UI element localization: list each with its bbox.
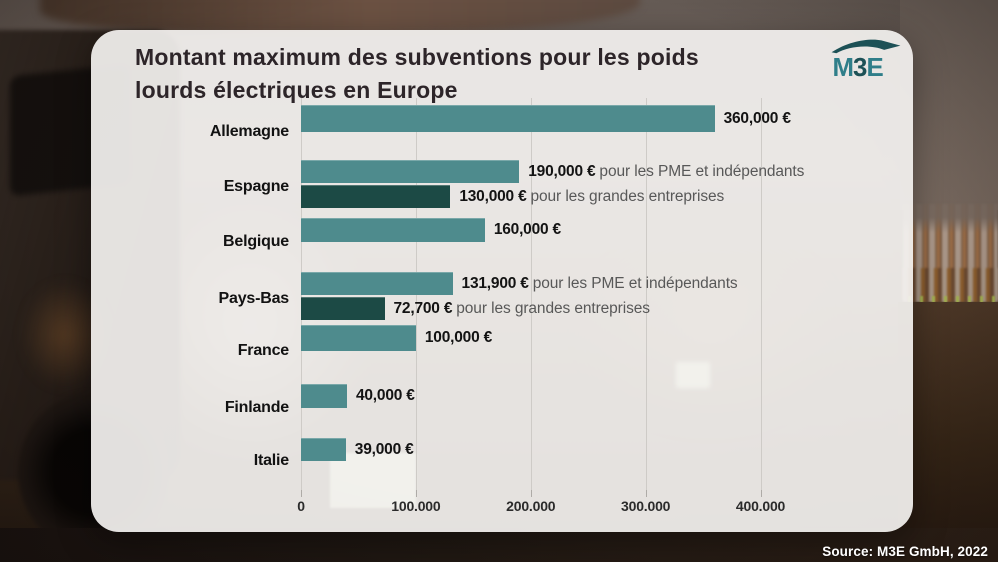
gridline — [530, 98, 532, 490]
value-amount: 131,900 € — [461, 274, 529, 292]
source-text: Source: M3E GmbH, 2022 — [822, 544, 988, 559]
bar-line: 360,000 € — [301, 105, 795, 132]
bar-line: 72,700 € pour les grandes entreprises — [301, 297, 795, 320]
right-road — [898, 302, 998, 562]
value-amount: 39,000 € — [354, 440, 414, 458]
x-tickmark — [530, 490, 532, 497]
value-suffix: pour les grandes entreprises — [456, 299, 650, 317]
country-label: France — [237, 342, 289, 359]
truck-row-lights — [908, 296, 998, 303]
x-tickmark — [760, 490, 762, 497]
chart-row: Italie 39,000 € — [254, 438, 795, 469]
bar — [301, 185, 451, 208]
country-label: Finlande — [224, 399, 289, 416]
gridline — [760, 98, 762, 490]
x-tick-label: 400.000 — [735, 498, 786, 514]
bar — [301, 297, 385, 320]
bar-line: 40,000 € — [301, 384, 795, 408]
bar — [301, 105, 715, 132]
bar — [301, 384, 347, 408]
country-label: Espagne — [223, 178, 289, 195]
chart-card: Montant maximum des subventions pour les… — [91, 30, 913, 532]
x-tickmark — [415, 490, 417, 497]
chart-title-line1: Montant maximum des subventions pour les… — [135, 44, 699, 70]
chart-row: Pays-Bas 131,900 € pour les PME et indépen… — [219, 272, 795, 320]
x-tickmark — [301, 490, 302, 497]
bar-line: 39,000 € — [301, 438, 795, 461]
x-axis: 0 100.000 200.000 300.000 400.000 — [297, 490, 795, 518]
country-label: Pays-Bas — [218, 290, 290, 307]
value-label: 39,000 € — [355, 441, 414, 459]
m3e-logo-text: M3E — [833, 54, 884, 81]
value-label: 360,000 € — [724, 110, 791, 128]
chart-row: Belgique 160,000 € — [223, 218, 795, 250]
chart-row: Finlande 40,000 € — [225, 384, 795, 416]
x-tick-label: 300.000 — [621, 498, 671, 514]
value-suffix: pour les PME et indépendants — [532, 274, 738, 292]
value-amount: 360,000 € — [723, 109, 791, 127]
value-amount: 160,000 € — [493, 221, 561, 238]
country-label: Belgique — [223, 233, 289, 250]
bar — [301, 325, 416, 351]
bar-line: 131,900 € pour les PME et indépendants — [301, 272, 795, 295]
chart-row: Espagne 190,000 € pour les PME et indépend… — [224, 160, 804, 208]
m3e-logo-swoosh — [831, 39, 901, 54]
value-amount: 190,000 € — [528, 162, 596, 180]
x-tick-label: 0 — [297, 498, 305, 514]
value-amount: 130,000 € — [459, 187, 527, 205]
value-label: 160,000 € — [494, 221, 561, 239]
bar — [301, 218, 485, 242]
value-amount: 72,700 € — [393, 299, 453, 317]
value-label: 100,000 € — [425, 329, 492, 347]
right-sky — [900, 0, 998, 210]
x-tick-label: 100.000 — [391, 498, 441, 514]
bar-line: 160,000 € — [301, 218, 795, 242]
chart-row: Allemagne 360,000 € — [210, 105, 795, 140]
x-tick-label: 200.000 — [506, 498, 556, 514]
value-label: 72,700 € pour les grandes entreprises — [393, 299, 651, 318]
country-label: Allemagne — [209, 123, 289, 140]
bar — [301, 160, 520, 183]
bar — [301, 272, 453, 295]
value-label: 40,000 € — [356, 387, 415, 405]
country-label: Italie — [253, 452, 289, 469]
value-label: 190,000 € pour les PME et indépendants — [528, 163, 804, 181]
value-label: 130,000 € pour les grandes entreprises — [459, 188, 724, 206]
bar-line: 190,000 € pour les PME et indépendants — [301, 160, 804, 183]
value-amount: 40,000 € — [355, 387, 415, 404]
bottom-road — [0, 528, 998, 562]
chart-title-line2: lourds électriques en Europe — [135, 77, 458, 103]
value-amount: 100,000 € — [424, 329, 493, 346]
bar-line: 130,000 € pour les grandes entreprises — [301, 185, 795, 208]
value-suffix: pour les PME et indépendants — [599, 162, 805, 180]
chart-title: Montant maximum des subventions pour les… — [135, 41, 699, 107]
bar — [301, 438, 346, 461]
value-label: 131,900 € pour les PME et indépendants — [462, 275, 738, 293]
value-suffix: pour les grandes entreprises — [530, 187, 725, 205]
chart-row: France 100,000 € — [238, 325, 795, 359]
bar-line: 100,000 € — [301, 325, 795, 351]
gridline — [645, 98, 647, 490]
plot-area: Allemagne 360,000 € Espagne 190,000 € pour l… — [210, 98, 804, 514]
x-tickmark — [645, 490, 647, 497]
m3e-logo: M3E — [831, 39, 901, 81]
